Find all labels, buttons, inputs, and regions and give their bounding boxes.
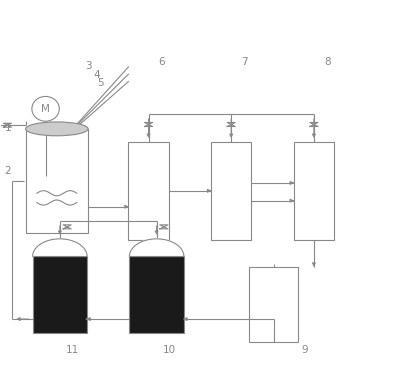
Circle shape xyxy=(32,97,59,121)
Text: M: M xyxy=(41,104,50,114)
Text: 6: 6 xyxy=(158,57,165,67)
Text: 4: 4 xyxy=(93,70,100,80)
Text: 7: 7 xyxy=(240,57,247,67)
Polygon shape xyxy=(32,239,87,256)
Text: 10: 10 xyxy=(162,345,175,355)
Text: 1: 1 xyxy=(4,123,11,133)
Text: 5: 5 xyxy=(97,78,104,88)
Ellipse shape xyxy=(26,122,88,136)
Bar xyxy=(249,267,297,342)
Bar xyxy=(26,129,88,233)
Bar xyxy=(129,256,183,333)
Text: 反应器: 反应器 xyxy=(48,242,66,252)
Text: 9: 9 xyxy=(301,345,308,355)
Bar xyxy=(32,256,87,333)
Bar xyxy=(128,142,168,240)
Bar xyxy=(211,142,251,240)
Text: 3: 3 xyxy=(85,61,92,70)
Text: 8: 8 xyxy=(323,57,330,67)
Polygon shape xyxy=(129,239,183,256)
Text: 2: 2 xyxy=(4,166,11,176)
Bar xyxy=(293,142,333,240)
Text: 11: 11 xyxy=(66,345,79,355)
